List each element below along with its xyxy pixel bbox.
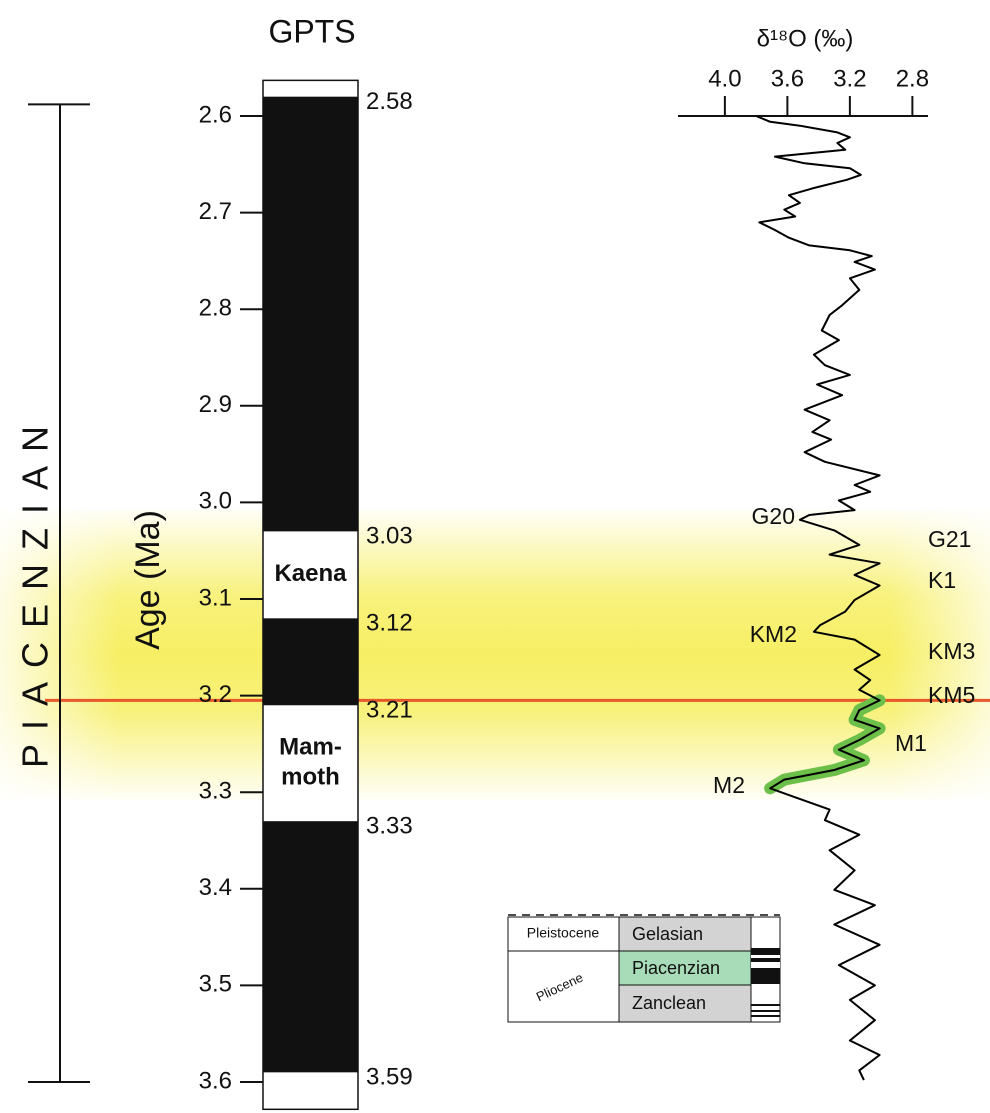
inset-polarity-band [751, 962, 780, 968]
x-tick-label: 3.6 [771, 65, 804, 92]
y-tick-label: 3.3 [199, 778, 232, 805]
y-tick-label: 2.7 [199, 198, 232, 225]
y-tick-label: 3.5 [199, 971, 232, 998]
curve-annotation: G20 [752, 503, 795, 529]
y-tick-label: 3.2 [199, 681, 232, 708]
inset-epoch: Pleistocene [527, 925, 600, 941]
gpts-age-label: 3.12 [366, 610, 413, 637]
inset-polarity-band [751, 955, 780, 958]
stage-label: PIACENZIAN [15, 412, 56, 768]
normal-polarity [263, 96, 358, 532]
gpts-age-label: 2.58 [366, 88, 413, 115]
curve-annotation: G21 [928, 526, 971, 552]
d18o-curve [755, 115, 881, 1081]
y-axis-label: Age (Ma) [129, 510, 167, 650]
curve-annotation: KM5 [928, 682, 975, 708]
inset-legend: Pleistocene Pliocene Gelasian Piacenzian… [507, 914, 781, 1023]
y-tick-label: 3.6 [199, 1067, 232, 1094]
inset-stage: Zanclean [632, 993, 706, 1013]
y-tick-label: 3.4 [199, 874, 232, 901]
y-tick-label: 3.1 [199, 584, 232, 611]
subchron-label: Mam- [279, 734, 342, 761]
x-tick-label: 4.0 [708, 65, 741, 92]
curve-annotation: M1 [895, 730, 927, 756]
y-tick-label: 2.8 [199, 295, 232, 322]
inset-epoch-box [507, 916, 620, 1023]
gpts-title: GPTS [268, 13, 355, 49]
y-tick-label: 2.9 [199, 391, 232, 418]
y-tick-label: 3.0 [199, 488, 232, 515]
inset-stage-box [618, 984, 752, 1023]
curve-annotation: M2 [713, 772, 745, 798]
curve-annotation: KM3 [928, 638, 975, 664]
subchron-label: moth [281, 764, 340, 791]
highlight-band [0, 509, 990, 800]
highlight-fill [0, 509, 990, 800]
x-tick-label: 3.2 [833, 65, 866, 92]
x-tick-label: 2.8 [896, 65, 929, 92]
gpts-age-label: 3.33 [366, 813, 413, 840]
normal-polarity [263, 618, 358, 706]
background-layer [0, 509, 990, 800]
x-axis-label: δ¹⁸O (‰) [757, 25, 854, 52]
subchron-label: Kaena [274, 560, 347, 587]
inset-stage: Gelasian [632, 924, 703, 944]
normal-polarity [263, 821, 358, 1073]
gpts-age-label: 3.21 [366, 697, 413, 724]
y-tick-label: 2.6 [199, 101, 232, 128]
curve-annotation: K1 [928, 567, 956, 593]
curve-annotation: KM2 [750, 621, 797, 647]
inset-stage-box [618, 916, 752, 952]
inset-stage: Piacenzian [632, 958, 720, 978]
inset-epoch: Pliocene [534, 970, 586, 1005]
gpts-age-label: 3.03 [366, 523, 413, 550]
gpts-age-label: 3.59 [366, 1064, 413, 1091]
